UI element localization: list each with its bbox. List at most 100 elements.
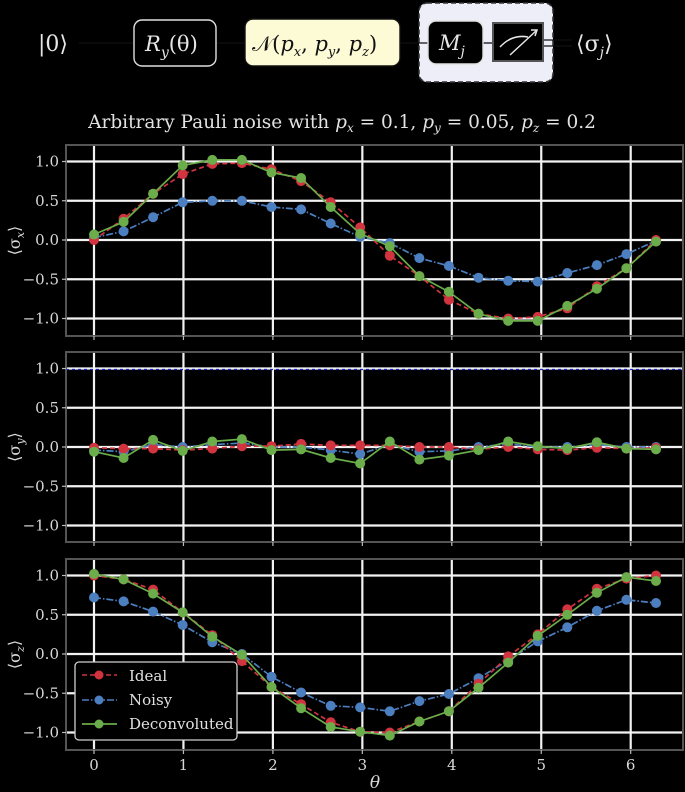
x-tick-label: 4 [447, 756, 457, 774]
y-tick-label: −0.5 [23, 270, 59, 288]
x-tick-label: 1 [179, 756, 189, 774]
y-tick-label: 0.5 [35, 399, 59, 417]
data-point [651, 444, 661, 455]
data-point [266, 167, 277, 178]
data-point [266, 202, 277, 212]
data-point [236, 154, 247, 165]
data-point [177, 197, 188, 208]
data-point [591, 605, 602, 616]
data-point [325, 440, 336, 451]
data-point [384, 706, 395, 717]
y-tick-label: 0.0 [35, 438, 59, 456]
data-point [591, 437, 602, 448]
data-point [89, 592, 99, 603]
data-point [473, 445, 484, 456]
data-point [651, 236, 661, 247]
y-tick-label: 0.0 [35, 645, 59, 663]
data-point [355, 449, 366, 460]
series-line [93, 162, 657, 320]
y-tick-label: −1.0 [23, 310, 59, 328]
data-point [443, 294, 454, 305]
data-point [591, 587, 602, 598]
measurement-basis-box [427, 20, 484, 65]
legend-label-noisy: Noisy [129, 691, 173, 709]
data-point [236, 434, 247, 445]
circuit-diagram: |0⟩ Ry(θ) 𝒩(px, py, pz) Mj ⟨σj⟩ [38, 2, 613, 83]
data-point [473, 682, 484, 693]
data-point [148, 188, 159, 199]
data-point [384, 436, 395, 447]
y-tick-label: −1.0 [23, 517, 59, 535]
data-point [118, 453, 129, 463]
data-point [177, 445, 188, 456]
panel-x: −1.0 −0.5 0.0 0.5 1.0 ⟨σx⟩ [5, 144, 684, 340]
data-point [562, 443, 573, 454]
data-point [207, 195, 218, 206]
legend-marker-ideal [94, 670, 104, 680]
y-tick-label: 0.0 [35, 231, 59, 249]
data-point [118, 443, 129, 454]
data-point [621, 249, 632, 260]
data-point [296, 687, 307, 698]
data-point [325, 722, 336, 732]
data-point [532, 630, 543, 641]
panel-y: −1.0 −0.5 0.0 0.5 1.0 ⟨σy⟩ [5, 351, 684, 546]
legend-item-noisy[interactable]: Noisy [82, 691, 173, 709]
data-point [503, 436, 514, 447]
y-tick-label: −0.5 [23, 684, 59, 702]
series-line [93, 159, 657, 322]
data-point [651, 576, 661, 586]
data-point [532, 441, 543, 452]
data-point [118, 596, 129, 607]
data-point [236, 195, 247, 206]
y-axis-label: ⟨σy⟩ [5, 432, 27, 462]
series-deconvoluted [89, 154, 661, 326]
chart-title: Arbitrary Pauli noise with px = 0.1, py … [87, 112, 596, 135]
data-point [148, 443, 159, 454]
data-point [443, 442, 454, 452]
data-point [89, 446, 99, 457]
data-point [532, 315, 543, 326]
data-point [296, 444, 307, 455]
y-tick-label: −1.0 [23, 724, 59, 742]
legend-marker-noisy [94, 695, 104, 705]
measurement-meter-box [492, 22, 544, 62]
legend-label-deconvoluted: Deconvoluted [129, 715, 234, 733]
data-point [148, 606, 159, 617]
legend-item-ideal[interactable]: Ideal [82, 667, 167, 685]
data-point [118, 216, 129, 227]
data-point [148, 434, 159, 445]
data-point [207, 443, 218, 454]
measurement-basis-label: Mj [438, 31, 466, 60]
data-point [562, 300, 573, 311]
y-tick-label: 0.5 [35, 192, 59, 210]
data-point [473, 308, 484, 319]
data-point [384, 241, 395, 252]
y-axis-label: ⟨σz⟩ [5, 640, 27, 669]
data-point [325, 202, 336, 212]
data-point [621, 594, 632, 605]
data-point [355, 702, 366, 713]
data-point [148, 588, 159, 599]
data-point [562, 622, 573, 633]
data-point [651, 598, 661, 608]
data-point [414, 442, 425, 452]
plot-panels: −1.0 −0.5 0.0 0.5 1.0 ⟨σx⟩ −1.0 −0.5 0.0 0.5 1.0 ⟨σ… [5, 144, 684, 774]
legend-marker-deconvoluted [94, 719, 104, 729]
y-axis-label: ⟨σx⟩ [5, 226, 27, 256]
series-noisy [89, 592, 661, 717]
data-point [473, 272, 484, 283]
data-point [177, 169, 188, 180]
data-point [562, 268, 573, 278]
data-point [532, 276, 543, 287]
data-point [296, 173, 307, 183]
output-expectation-label: ⟨σj⟩ [576, 32, 613, 61]
data-point [443, 706, 454, 717]
series-deconvoluted [89, 434, 661, 469]
x-tick-label: 3 [358, 756, 368, 774]
data-point [266, 682, 277, 692]
data-point [384, 250, 395, 261]
x-tick-label: 0 [89, 756, 99, 774]
legend-item-deconvoluted[interactable]: Deconvoluted [82, 715, 234, 733]
data-point [503, 315, 514, 326]
